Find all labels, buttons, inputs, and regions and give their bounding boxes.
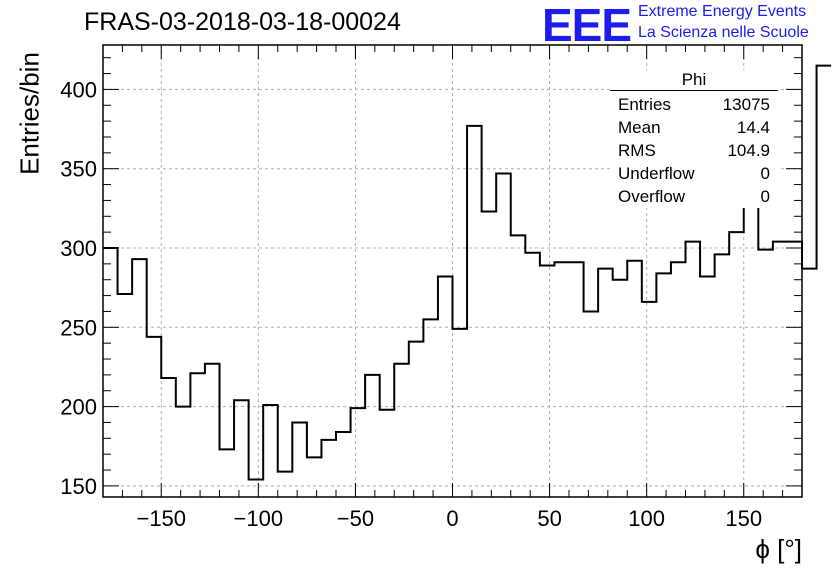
stats-label: Mean [618,118,661,137]
histogram-bin [642,302,657,497]
y-tick-label: 250 [60,315,97,340]
y-tick-label: 350 [60,157,97,182]
logo-caption-line2: La Scienza nelle Scuole [638,24,809,41]
histogram-bin [715,254,730,497]
x-axis-label: ϕ [°] [755,534,802,564]
histogram-bin [307,457,322,497]
histogram-bin [176,407,191,497]
stats-row-underflow: Underflow 0 [610,162,778,185]
histogram-bin [380,410,395,497]
histogram-bin [511,235,526,497]
histogram-bin [802,269,817,497]
histogram-bin [321,440,336,497]
stats-row-entries: Entries 13075 [610,93,778,116]
histogram-bin [787,242,802,497]
tick-labels: −150 −100 −50 0 50 100 150 150 200 250 300 350 400 [60,77,762,531]
x-tick-label: 150 [725,506,762,531]
histogram-bin [525,253,540,497]
histogram-bin [263,405,278,497]
stats-label: Underflow [618,164,695,183]
histogram-bin [438,277,453,497]
y-tick-label: 150 [60,474,97,499]
histogram-bin [118,294,133,497]
stats-row-mean: Mean 14.4 [610,116,778,139]
x-tick-label: 0 [446,506,458,531]
histogram-bin [336,432,351,497]
stats-label: Entries [618,95,671,114]
stats-label: RMS [618,141,656,160]
histogram-bin [292,422,307,497]
stats-title: Phi [610,70,778,91]
histogram-bin [351,408,366,497]
x-tick-label: 100 [628,506,665,531]
histogram-bin [569,262,584,497]
logo-caption-line1: Extreme Energy Events [638,3,807,20]
histogram-bin [598,269,613,497]
histogram-bin [453,329,468,497]
stats-row-overflow: Overflow 0 [610,185,778,208]
histogram-bin [220,449,235,497]
histogram-bin [249,480,264,497]
histogram-bin [540,265,555,497]
histogram-bin [656,273,671,497]
y-tick-label: 400 [60,77,97,102]
histogram-bin [627,261,642,497]
histogram-bin [409,342,424,497]
y-tick-label: 200 [60,395,97,420]
stats-value: 13075 [722,95,770,114]
histogram-bin [686,242,701,497]
histogram-bin [744,204,759,497]
histogram-bin [147,337,162,497]
histogram-bin [584,311,599,497]
y-axis-label: Entries/bin [14,52,45,175]
stats-rows: Entries 13075 Mean 14.4 RMS 104.9 Underflow 0 Ov… [610,93,778,208]
stats-value: 0 [760,164,770,183]
histogram-bin [482,212,497,497]
histogram-bin [278,472,293,497]
histogram-bin [671,262,686,497]
y-tick-label: 300 [60,236,97,261]
histogram-bin [613,280,628,497]
histogram-bin [423,319,438,497]
x-tick-label: −100 [234,506,284,531]
histogram-bin [234,400,249,497]
stats-box: Phi Entries 13075 Mean 14.4 RMS 104.9 Underflo… [610,70,778,208]
x-tick-label: −50 [337,506,374,531]
histogram-bin [496,173,511,497]
histogram-bin [467,126,482,497]
chart-title: FRAS-03-2018-03-18-00024 [84,8,401,36]
x-tick-label: −150 [136,506,186,531]
histogram-series-line [103,64,832,481]
stats-value: 14.4 [736,118,770,137]
eee-logo: EEE [542,0,632,51]
stats-label: Overflow [618,187,686,206]
x-tick-label: 50 [537,506,561,531]
histogram-bin [161,378,176,497]
stats-value: 104.9 [727,141,770,160]
histogram-bin [700,277,715,497]
histogram-bin [132,259,147,497]
histogram-bin [190,373,205,497]
stats-row-rms: RMS 104.9 [610,139,778,162]
histogram-bin [554,262,569,497]
histogram-bin [394,364,409,497]
histogram-bin [773,242,788,497]
tick-marks [103,45,802,497]
histogram-bin [103,248,118,497]
histogram-bin [758,250,773,497]
histogram-bin [729,232,744,497]
histogram-bin [365,375,380,497]
histogram-bin [817,66,832,497]
histogram-bin [205,364,220,497]
stats-value: 0 [760,187,770,206]
